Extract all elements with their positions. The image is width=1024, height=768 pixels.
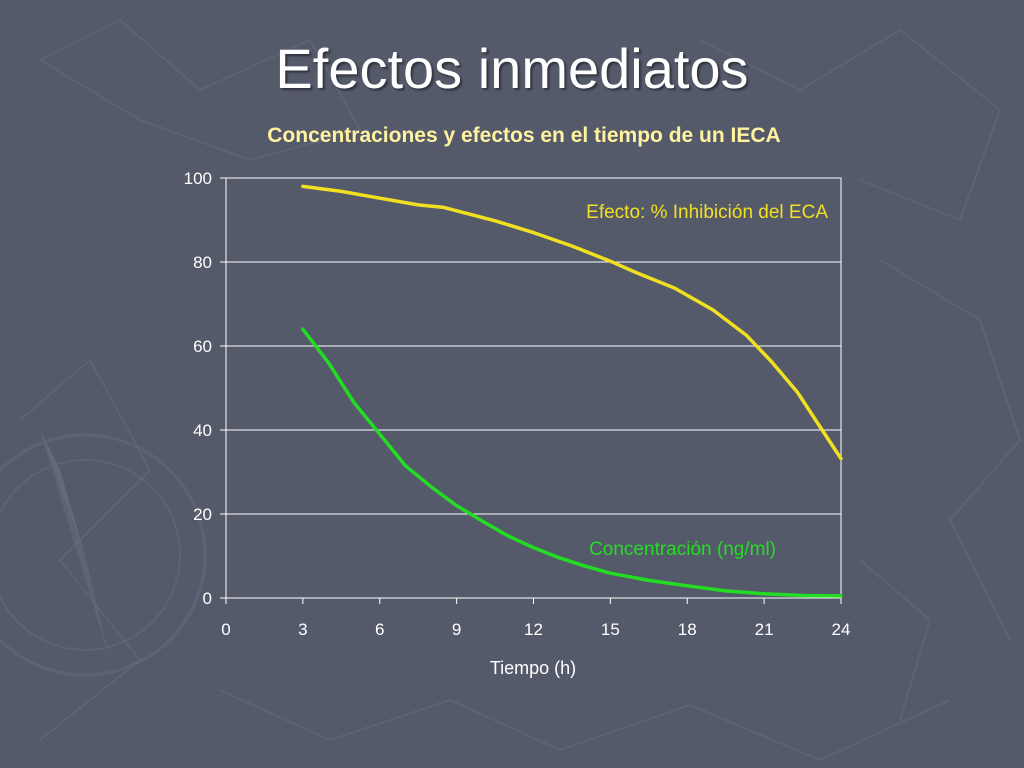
x-tick-label-6: 6 [375,620,384,639]
plot-area-border [225,177,842,599]
y-tick-label-40: 40 [193,421,212,440]
x-tick-label-18: 18 [678,620,697,639]
y-tick-label-100: 100 [184,169,212,188]
x-tick-label-0: 0 [221,620,230,639]
x-tick-label-15: 15 [601,620,620,639]
chart-title: Concentraciones y efectos en el tiempo d… [267,124,780,147]
x-axis-title: Tiempo (h) [490,658,576,678]
series-line-concentracion [301,327,843,598]
x-tick-label-12: 12 [524,620,543,639]
compass-rose-decoration [0,430,207,677]
series-label-concentracion: Concentración (ng/ml) [589,539,776,560]
y-tick-label-0: 0 [203,589,212,608]
x-tick-label-24: 24 [832,620,851,639]
x-tick-label-21: 21 [755,620,774,639]
y-tick-label-20: 20 [193,505,212,524]
series-label-efecto: Efecto: % Inhibición del ECA [586,202,828,223]
y-tick-label-80: 80 [193,253,212,272]
slide-title: Efectos inmediatos [275,37,749,100]
series-line-efecto [301,184,843,461]
x-tick-label-3: 3 [298,620,307,639]
y-tick-label-60: 60 [193,337,212,356]
x-tick-label-9: 9 [452,620,461,639]
